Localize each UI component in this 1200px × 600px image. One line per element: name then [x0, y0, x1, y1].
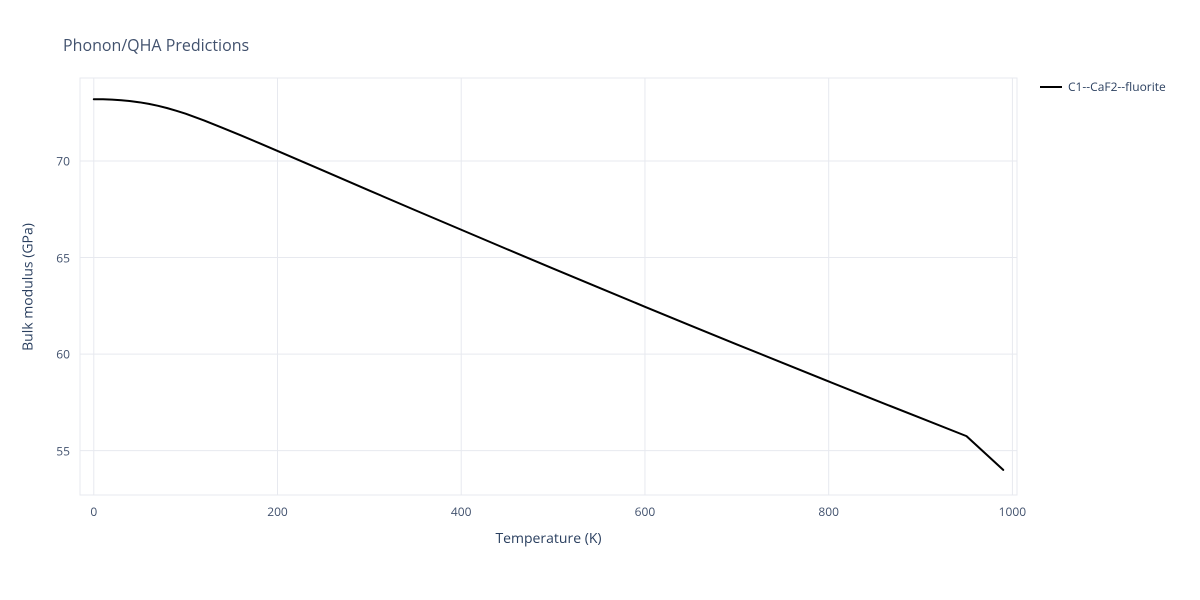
plot-bg — [80, 78, 1017, 495]
x-tick-label: 600 — [635, 503, 656, 520]
y-axis-label: Bulk modulus (GPa) — [19, 223, 38, 351]
y-tick-label: 55 — [56, 442, 70, 459]
chart-container: Phonon/QHA Predictions 02004006008001000… — [0, 0, 1200, 600]
y-tick-label: 60 — [56, 346, 70, 363]
x-tick-label: 200 — [267, 503, 288, 520]
x-tick-label: 800 — [818, 503, 839, 520]
legend[interactable]: C1--CaF2--fluorite — [1040, 78, 1166, 95]
x-tick-label: 400 — [451, 503, 472, 520]
legend-swatch — [1040, 86, 1062, 88]
plot-border — [80, 78, 1017, 495]
y-tick-label: 70 — [56, 153, 70, 170]
x-tick-label: 0 — [90, 503, 97, 520]
legend-label: C1--CaF2--fluorite — [1068, 78, 1166, 95]
y-tick-label: 65 — [56, 249, 70, 266]
x-axis-label: Temperature (K) — [495, 529, 601, 548]
x-tick-label: 1000 — [999, 503, 1026, 520]
